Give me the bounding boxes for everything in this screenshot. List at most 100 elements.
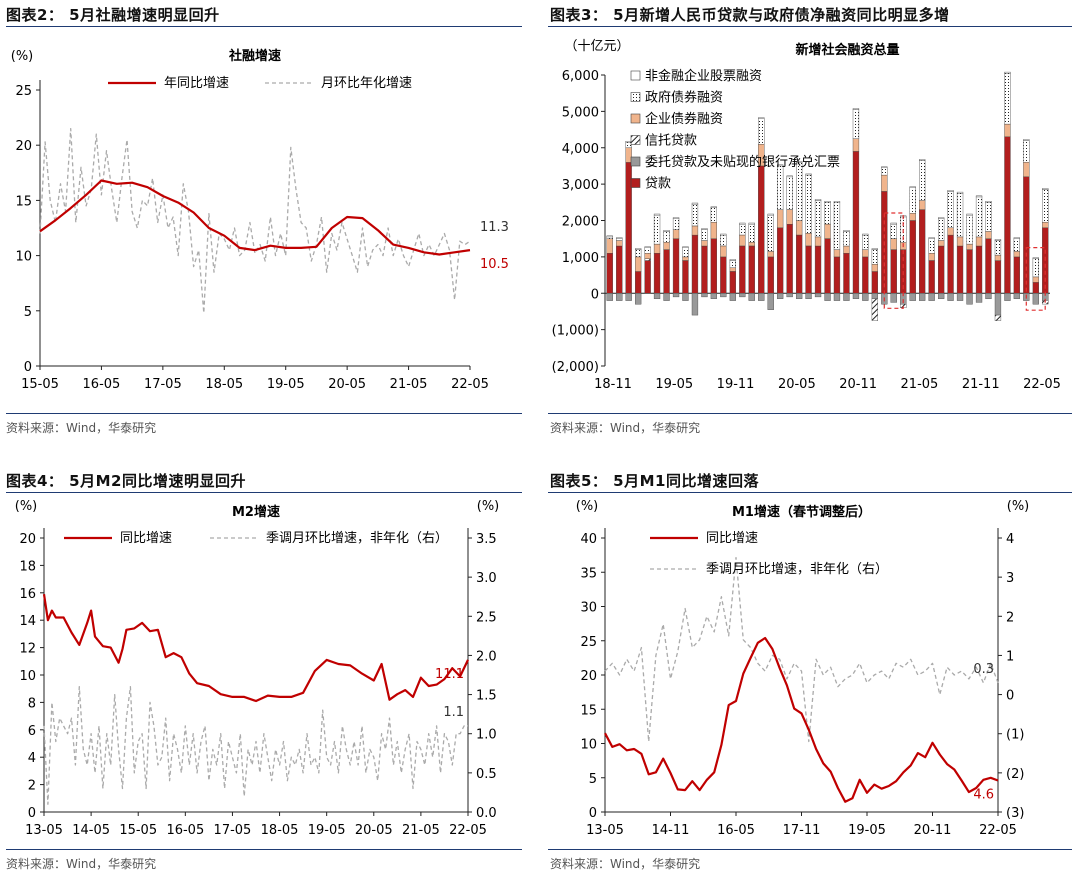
bar-segment [928, 238, 935, 254]
title-rule [548, 492, 1072, 493]
bar-segment [701, 245, 708, 294]
bar-segment [1042, 189, 1049, 223]
bar-segment [795, 293, 803, 299]
bar-segment [1042, 188, 1049, 190]
series-line-mom [39, 127, 471, 314]
bar-segment [672, 229, 680, 239]
x-tick-label: 14-11 [652, 823, 690, 838]
legend-label: 同比增速 [120, 531, 172, 546]
legend-label: 月环比年化增速 [321, 76, 412, 91]
y-tick-label: 8 [28, 696, 36, 711]
figure-title-c4: 图表4： 5月M2同比增速明显回升 [6, 472, 246, 490]
x-tick-label: 19-05 [267, 377, 305, 392]
bar-segment [710, 206, 717, 208]
bar-segment [634, 271, 642, 294]
x-tick-label: 22-05 [449, 823, 487, 838]
bar-segment [938, 240, 945, 247]
bar-segment [994, 260, 1002, 294]
bar-segment [729, 271, 736, 294]
bar-segment [672, 238, 680, 294]
bar-segment [947, 190, 954, 192]
bar-segment [795, 234, 803, 294]
bar-segment [890, 223, 897, 239]
bar-segment [956, 236, 964, 247]
bar-segment [805, 174, 812, 234]
bar-segment [748, 223, 755, 243]
bar-segment [634, 248, 642, 250]
y-tick-label: 20 [19, 532, 36, 547]
y-right-tick-label: 3.0 [476, 571, 497, 586]
bar-segment [691, 293, 699, 316]
legend-swatch [630, 135, 641, 145]
bar-segment [672, 217, 680, 219]
bar-segment [691, 202, 699, 205]
bar-segment [805, 173, 812, 176]
x-tick-label: 22-05 [979, 823, 1017, 838]
y-tick-label: 2,000 [562, 215, 599, 230]
bar-segment [890, 293, 897, 303]
bar-segment [776, 227, 784, 294]
bar-segment [843, 231, 850, 247]
chart-m1-growth: M1增速（春节调整后）(%) (%)0510152025303540(3)(2)(… [576, 499, 1030, 838]
bar-segment [985, 238, 992, 294]
bar-segment [634, 256, 642, 272]
bar-segment [975, 245, 983, 294]
bar-segment [691, 225, 699, 236]
bar-segment [862, 249, 869, 258]
bar-segment [720, 293, 727, 298]
y-right-tick-label: 1.0 [476, 728, 497, 743]
bar-segment [795, 160, 803, 163]
bar-segment [909, 212, 916, 221]
y-tick-label: 0 [28, 806, 36, 821]
y-right-tick-label: 3 [1006, 571, 1014, 586]
bar-segment [786, 223, 793, 294]
bar-segment [644, 258, 651, 261]
bar-segment [672, 293, 680, 298]
bar-segment [928, 252, 935, 261]
end-value-label: 11.1 [435, 667, 464, 682]
y-tick-label: 2 [28, 779, 36, 794]
x-tick-label: 20-05 [355, 823, 393, 838]
bar-segment [720, 234, 727, 247]
bar-segment [814, 236, 822, 247]
bar-segment [786, 175, 793, 178]
end-value-label: 10.5 [480, 257, 509, 272]
source-rule [548, 413, 1072, 414]
bar-segment [1013, 256, 1020, 294]
bar-segment [938, 217, 945, 219]
title-rule [6, 492, 522, 493]
right-axis-unit: (%) [477, 499, 500, 514]
bar-segment [947, 227, 954, 236]
legend-label: 信托贷款 [645, 134, 697, 149]
y-right-tick-label: (1) [1006, 728, 1024, 743]
bar-segment [634, 293, 642, 305]
bar-segment [720, 233, 727, 236]
y-tick-label: 25 [15, 84, 32, 99]
bar-segment [862, 293, 869, 301]
x-tick-label: 15-05 [119, 823, 157, 838]
bar-segment [720, 256, 727, 294]
bar-segment [682, 247, 689, 258]
bar-segment [682, 260, 689, 294]
bar-segment [975, 293, 983, 303]
bar-segment [606, 238, 613, 254]
legend-label: 政府债券融资 [645, 90, 723, 106]
x-tick-label: 18-05 [261, 823, 299, 838]
bar-segment [767, 214, 774, 252]
bar-segment [966, 249, 973, 294]
bar-segment [616, 238, 623, 241]
y-right-tick-label: 2.5 [476, 610, 497, 625]
bar-segment [748, 242, 755, 247]
bar-segment [739, 293, 746, 298]
x-tick-label: 19-05 [848, 823, 886, 838]
bar-segment [871, 263, 878, 272]
bar-segment [767, 213, 774, 216]
x-tick-label: 20-05 [328, 377, 366, 392]
bar-segment [881, 174, 888, 192]
bar-segment [994, 240, 1002, 256]
bar-segment [739, 222, 746, 225]
bar-segment [606, 293, 613, 301]
bar-segment [776, 209, 784, 229]
bar-segment [871, 271, 878, 294]
bar-segment [909, 293, 916, 301]
